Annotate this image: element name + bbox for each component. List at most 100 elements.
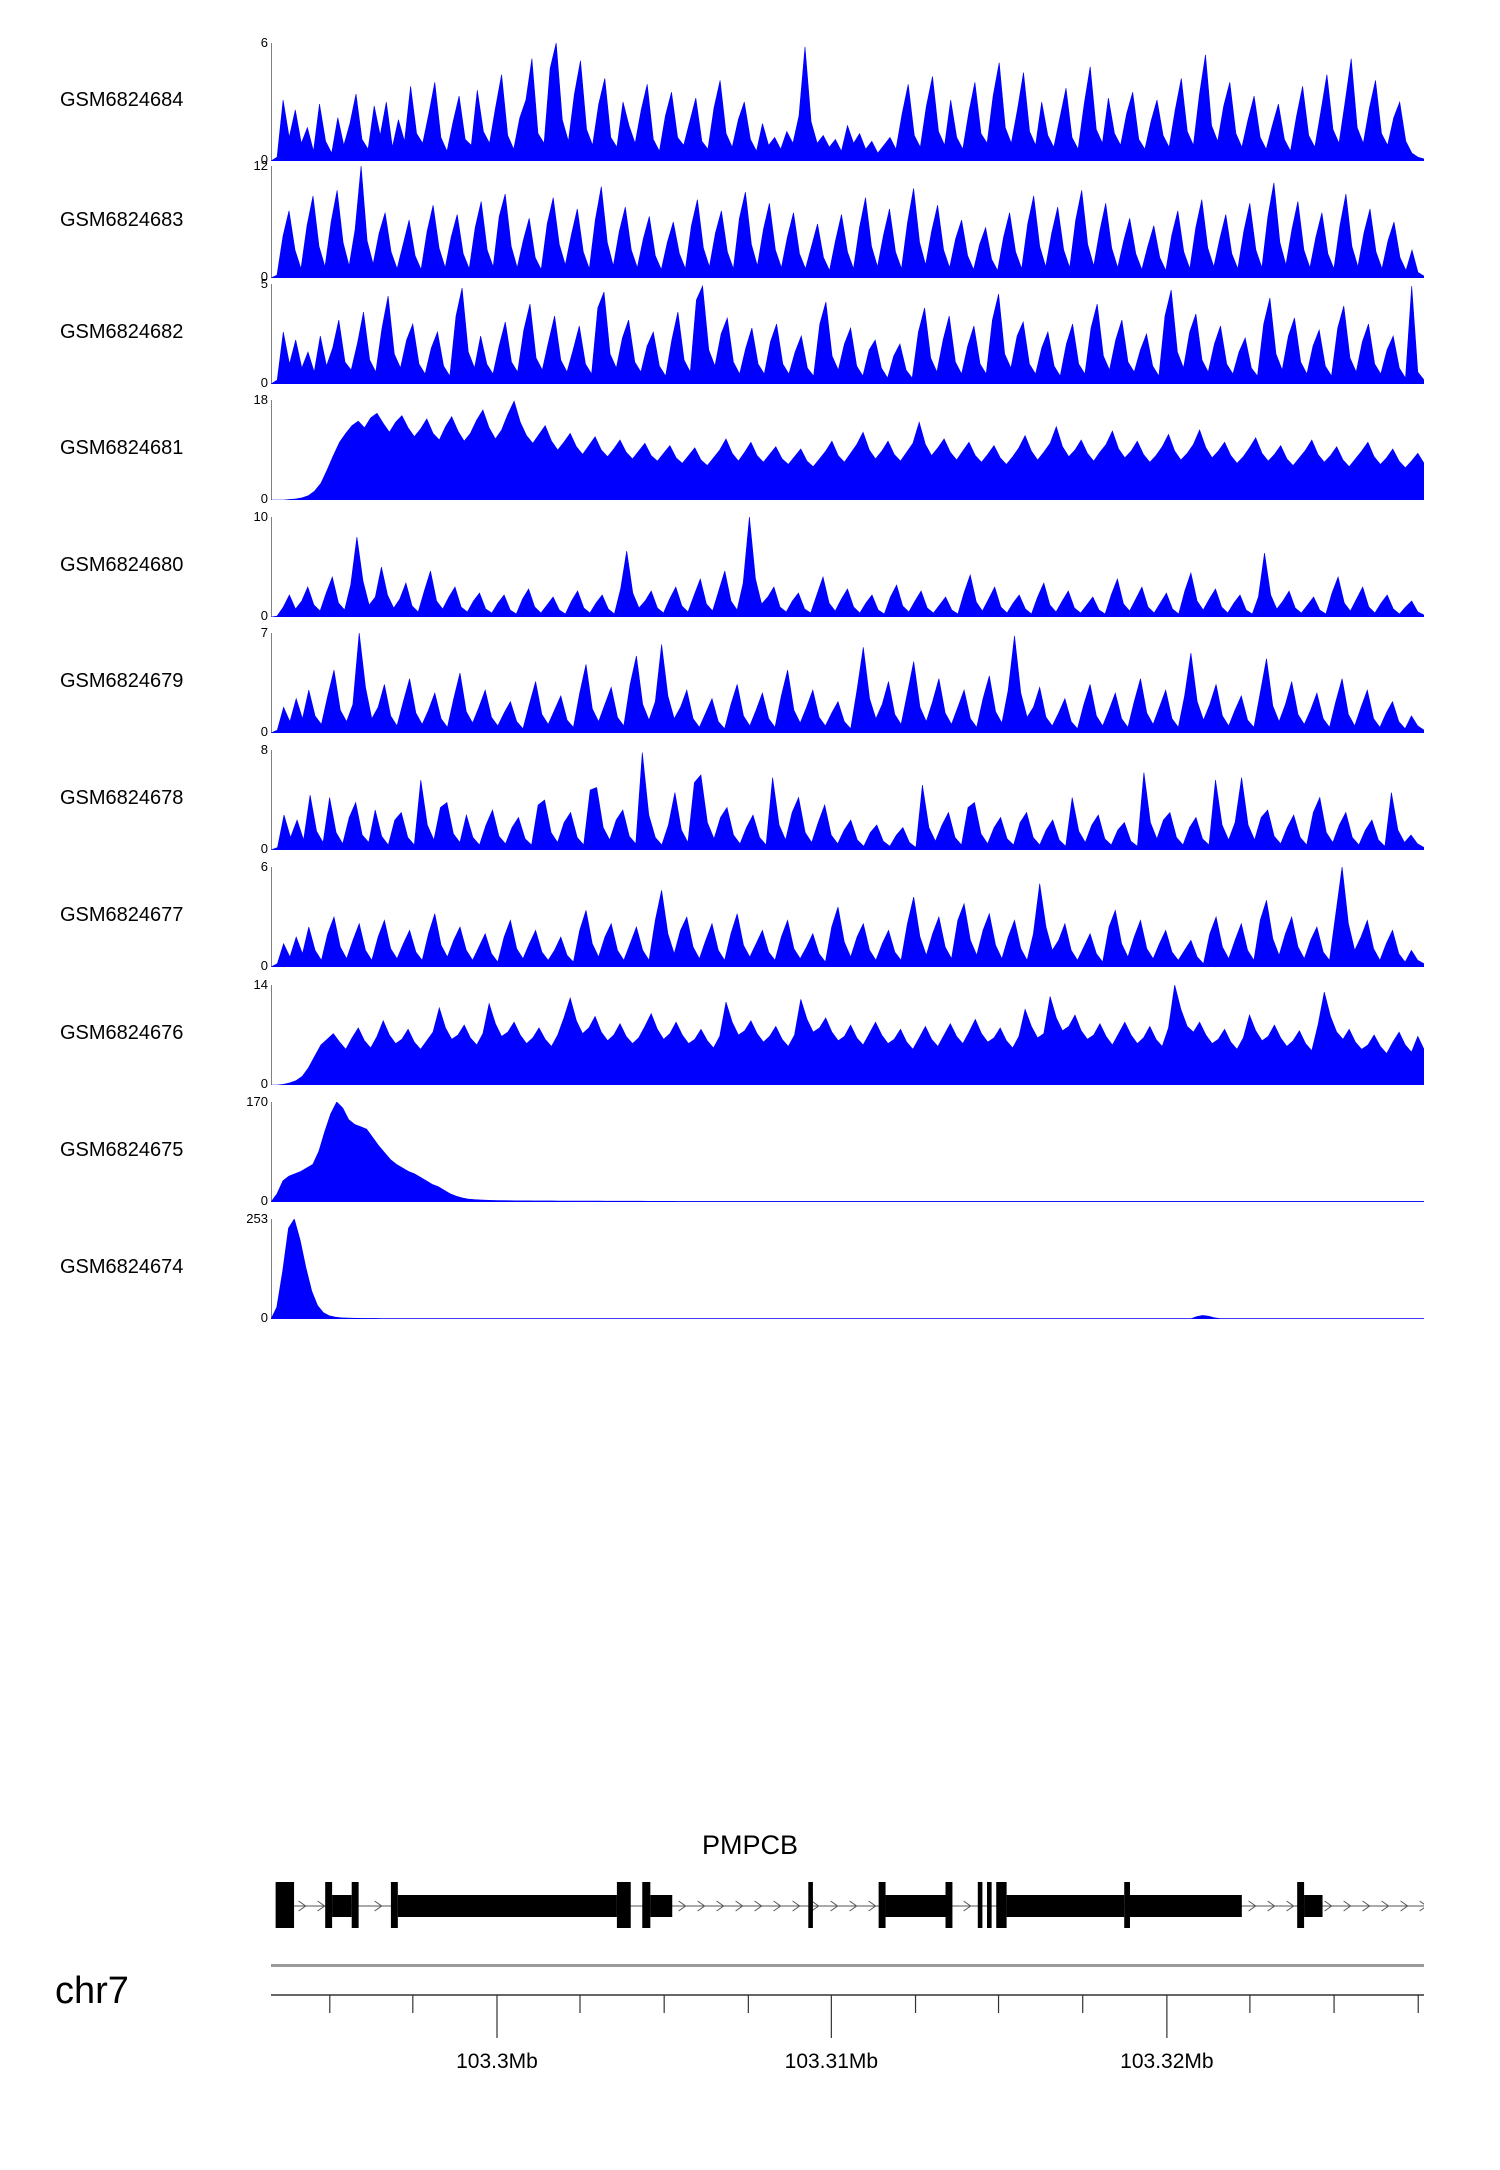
exon-box[interactable] (275, 1882, 295, 1928)
coverage-area-chart (271, 633, 1424, 733)
exon-box[interactable] (1304, 1895, 1323, 1917)
y-axis-top-tick (271, 43, 272, 44)
exon-box[interactable] (987, 1882, 992, 1928)
coverage-plot-area[interactable] (271, 633, 1424, 733)
track-label-GSM6824679: GSM6824679 (60, 670, 184, 692)
exon-box[interactable] (885, 1895, 946, 1917)
coverage-area-chart (271, 43, 1424, 161)
exon-box[interactable] (397, 1895, 617, 1917)
coverage-track[interactable]: GSM6824681 18 0 (0, 393, 1500, 505)
y-axis-min-label: 0 (260, 958, 268, 973)
track-label-GSM6824684: GSM6824684 (60, 89, 184, 111)
gene-model-svg[interactable] (271, 1866, 1424, 1928)
coverage-plot-area[interactable] (271, 400, 1424, 500)
track-label-GSM6824675: GSM6824675 (60, 1139, 184, 1161)
exon-box[interactable] (1297, 1882, 1305, 1928)
coverage-plot-area[interactable] (271, 166, 1424, 278)
strand-arrow-icon (773, 1900, 782, 1912)
coverage-polygon (271, 1219, 1424, 1319)
exon-box[interactable] (642, 1882, 651, 1928)
strand-arrow-icon (317, 1900, 326, 1912)
coverage-track[interactable]: GSM6824680 10 0 (0, 510, 1500, 622)
exon-box[interactable] (996, 1882, 1007, 1928)
y-axis-line (271, 43, 272, 161)
y-axis-top-tick (271, 284, 272, 285)
coverage-area-chart (271, 517, 1424, 617)
y-axis-max-label: 8 (260, 742, 268, 757)
track-label-GSM6824677: GSM6824677 (60, 904, 184, 926)
coverage-track[interactable]: GSM6824679 7 0 (0, 626, 1500, 738)
coverage-track[interactable]: GSM6824682 5 0 (0, 277, 1500, 389)
coverage-plot-area[interactable] (271, 1102, 1424, 1202)
strand-arrow-icon (1324, 1900, 1333, 1912)
strand-arrow-icon (868, 1900, 877, 1912)
strand-arrow-icon (1381, 1900, 1390, 1912)
y-axis-top-tick (271, 985, 272, 986)
strand-arrow-icon (1267, 1900, 1276, 1912)
coverage-track[interactable]: GSM6824684 6 0 (0, 36, 1500, 166)
y-axis-min-label: 0 (260, 1076, 268, 1091)
coverage-track[interactable]: GSM6824677 6 0 (0, 860, 1500, 972)
exon-box[interactable] (1006, 1895, 1125, 1917)
y-axis-line (271, 867, 272, 967)
y-axis-bottom-tick (271, 616, 272, 617)
y-axis-max-label: 253 (246, 1211, 268, 1226)
y-axis-max-label: 7 (260, 625, 268, 640)
genome-axis-track[interactable]: chr7 103.3Mb 103.31Mb 103.32Mb (0, 1950, 1500, 2110)
exon-box[interactable] (1129, 1895, 1242, 1917)
coverage-plot-area[interactable] (271, 43, 1424, 161)
y-axis-max-label: 10 (253, 509, 268, 524)
exon-box[interactable] (1124, 1882, 1130, 1928)
strand-arrow-icon (849, 1900, 858, 1912)
axis-band (271, 1964, 1424, 1967)
coverage-plot-area[interactable] (271, 1219, 1424, 1319)
y-axis-min-label: 0 (260, 724, 268, 739)
exon-box[interactable] (808, 1882, 813, 1928)
coverage-plot-area[interactable] (271, 517, 1424, 617)
coverage-track[interactable]: GSM6824676 14 0 (0, 978, 1500, 1090)
y-axis-bottom-tick (271, 1084, 272, 1085)
exon-box[interactable] (390, 1882, 398, 1928)
track-label-GSM6824676: GSM6824676 (60, 1022, 184, 1044)
strand-arrow-icon (678, 1900, 687, 1912)
coverage-plot-area[interactable] (271, 985, 1424, 1085)
strand-arrow-icon (1286, 1900, 1295, 1912)
y-axis-top-tick (271, 1102, 272, 1103)
y-axis-max-label: 5 (260, 276, 268, 291)
y-axis-min-label: 0 (260, 1310, 268, 1325)
coverage-plot-area[interactable] (271, 750, 1424, 850)
strand-arrow-icon (697, 1900, 706, 1912)
coverage-area-chart (271, 752, 1424, 850)
coverage-polygon (271, 1102, 1424, 1202)
coverage-track[interactable]: GSM6824683 12 0 (0, 159, 1500, 283)
exon-box[interactable] (977, 1882, 983, 1928)
track-label-GSM6824680: GSM6824680 (60, 554, 184, 576)
axis-ruler-svg[interactable] (271, 1950, 1424, 2050)
coverage-track[interactable]: GSM6824674 253 0 (0, 1212, 1500, 1324)
track-label-GSM6824682: GSM6824682 (60, 321, 184, 343)
coverage-polygon (271, 284, 1424, 384)
coverage-area-chart (271, 985, 1424, 1085)
y-axis-top-tick (271, 400, 272, 401)
coverage-area-chart (271, 400, 1424, 500)
coverage-track[interactable]: GSM6824678 8 0 (0, 743, 1500, 855)
strand-arrow-icon (735, 1900, 744, 1912)
exon-box[interactable] (945, 1882, 953, 1928)
y-axis-line (271, 284, 272, 384)
exon-box[interactable] (332, 1895, 352, 1917)
coverage-plot-area[interactable] (271, 284, 1424, 384)
coverage-plot-area[interactable] (271, 867, 1424, 967)
y-axis-min-label: 0 (260, 608, 268, 623)
exon-box[interactable] (616, 1882, 631, 1928)
exon-box[interactable] (325, 1882, 333, 1928)
exon-box[interactable] (351, 1882, 359, 1928)
exon-box[interactable] (650, 1895, 673, 1917)
strand-arrow-icon (298, 1900, 307, 1912)
exon-box[interactable] (878, 1882, 886, 1928)
gene-model-track[interactable]: PMPCB (0, 1830, 1500, 1940)
coverage-track[interactable]: GSM6824675 170 0 (0, 1095, 1500, 1207)
coverage-polygon (271, 633, 1424, 733)
coverage-polygon (271, 517, 1424, 617)
strand-arrow-icon (792, 1900, 801, 1912)
y-axis-top-tick (271, 633, 272, 634)
